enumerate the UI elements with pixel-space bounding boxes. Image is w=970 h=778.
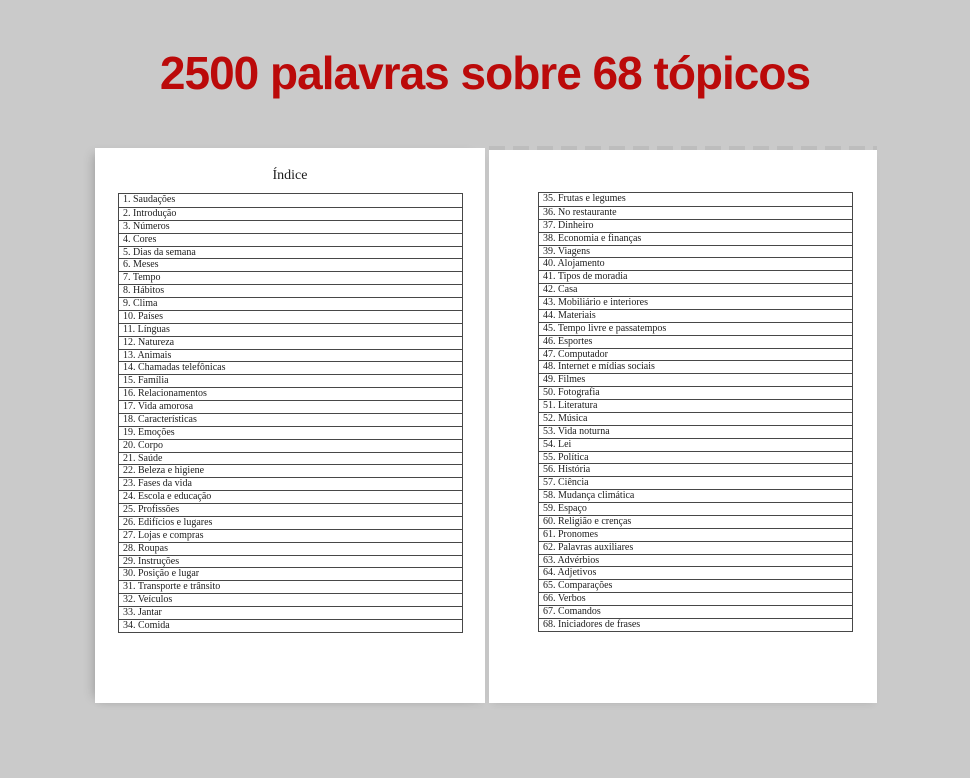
table-row: 4. Cores: [119, 232, 462, 246]
table-row: 36. No restaurante: [539, 205, 852, 219]
table-row: 61. Pronomes: [539, 527, 852, 541]
table-row: 57. Ciência: [539, 476, 852, 489]
table-row: 14. Chamadas telefônicas: [119, 361, 462, 374]
table-row: 11. Línguas: [119, 322, 462, 336]
table-row: 23. Fases da vida: [119, 477, 462, 490]
table-row: 19. Emoções: [119, 425, 462, 439]
table-row: 65. Comparações: [539, 579, 852, 592]
table-row: 39. Viagens: [539, 244, 852, 258]
table-row: 67. Comandos: [539, 605, 852, 618]
table-row: 59. Espaço: [539, 502, 852, 515]
table-row: 26. Edifícios e lugares: [119, 515, 462, 529]
index-heading: Índice: [272, 168, 308, 183]
table-row: 40. Alojamento: [539, 257, 852, 270]
table-row: 6. Meses: [119, 258, 462, 271]
table-row: 37. Dinheiro: [539, 218, 852, 232]
table-row: 8. Hábitos: [119, 284, 462, 297]
table-row: 5. Dias da semana: [119, 245, 462, 259]
table-row: 64. Adjetivos: [539, 566, 852, 579]
table-row: 3. Números: [119, 219, 462, 233]
table-row: 53. Vida noturna: [539, 424, 852, 438]
table-row: 29. Instruções: [119, 554, 462, 568]
table-row: 63. Advérbios: [539, 553, 852, 567]
table-row: 34. Comida: [119, 618, 462, 632]
table-row: 42. Casa: [539, 283, 852, 296]
table-row: 20. Corpo: [119, 438, 462, 452]
table-row: 46. Esportes: [539, 334, 852, 348]
table-row: 18. Características: [119, 412, 462, 426]
table-row: 21. Saúde: [119, 451, 462, 465]
table-row: 32. Veículos: [119, 593, 462, 606]
table-row: 58. Mudança climática: [539, 489, 852, 502]
table-row: 16. Relacionamentos: [119, 387, 462, 400]
table-row: 33. Jantar: [119, 606, 462, 619]
table-row: 52. Música: [539, 411, 852, 425]
index-page-right: 35. Frutas e legumes 36. No restaurante 37…: [489, 146, 877, 703]
table-row: 17. Vida amorosa: [119, 400, 462, 413]
table-row: 22. Beleza e higiene: [119, 464, 462, 477]
table-row: 2. Introdução: [119, 206, 462, 220]
table-row: 62. Palavras auxiliares: [539, 540, 852, 554]
table-row: 27. Lojas e compras: [119, 528, 462, 542]
topic-table-left: 1. Saudações 2. Introdução 3. Números 4. Co…: [118, 193, 463, 633]
table-row: 9. Clima: [119, 297, 462, 310]
table-row: 54. Lei: [539, 437, 852, 451]
table-row: 24. Escola e educação: [119, 490, 462, 503]
table-row: 49. Filmes: [539, 373, 852, 386]
table-row: 10. Países: [119, 309, 462, 323]
table-row: 31. Transporte e trânsito: [119, 580, 462, 593]
table-row: 51. Literatura: [539, 399, 852, 412]
table-row: 55. Política: [539, 450, 852, 464]
table-row: 1. Saudações: [123, 194, 176, 205]
table-row: 50. Fotografia: [539, 386, 852, 399]
table-row: 66. Verbos: [539, 592, 852, 605]
table-row: 41. Tipos de moradia: [539, 270, 852, 283]
table-row: 7. Tempo: [119, 271, 462, 284]
index-page-left: Índice 1. Saudações 2. Introdução 3. Númer…: [95, 148, 485, 703]
table-row: 38. Economia e finanças: [539, 231, 852, 245]
table-row: 13. Animais: [119, 348, 462, 362]
table-row: 45. Tempo livre e passatempos: [539, 321, 852, 335]
table-row: 47. Computador: [539, 347, 852, 361]
table-row: 12. Natureza: [119, 335, 462, 349]
table-row: 48. Internet e mídias sociais: [539, 360, 852, 373]
table-row: 60. Religião e crenças: [539, 514, 852, 528]
table-row: 15. Família: [119, 374, 462, 387]
table-row: 30. Posição e lugar: [119, 567, 462, 580]
page-title: 2500 palavras sobre 68 tópicos: [159, 47, 811, 99]
table-row: 56. História: [539, 463, 852, 476]
table-row: 68. Iniciadores de frases: [539, 617, 852, 631]
table-row: 43. Mobiliário e interiores: [539, 296, 852, 309]
table-row: 28. Roupas: [119, 541, 462, 555]
table-row: 25. Profissões: [119, 503, 462, 516]
table-row: 35. Frutas e legumes: [543, 193, 626, 204]
table-row: 44. Materiais: [539, 308, 852, 322]
topic-table-right: 35. Frutas e legumes 36. No restaurante 37…: [538, 192, 853, 632]
